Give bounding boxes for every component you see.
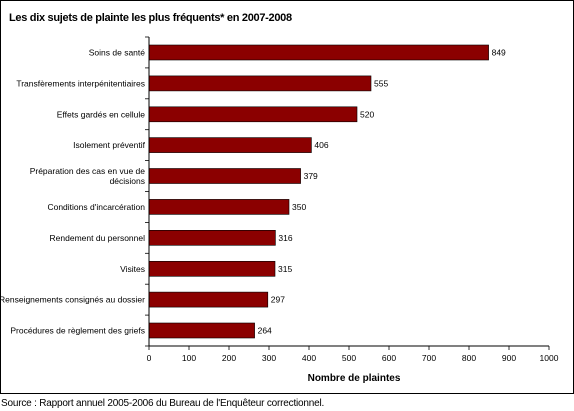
chart-frame: Les dix sujets de plainte les plus fréqu… [0, 0, 574, 394]
category-label-8-line-0: Renseignements consignés au dossier [0, 295, 145, 305]
value-label-2: 520 [360, 109, 374, 119]
bar-3 [148, 137, 312, 153]
x-tick-label-10: 1000 [540, 353, 559, 363]
category-label-0-line-0: Soins de santé [89, 48, 146, 58]
bar-5 [148, 199, 290, 215]
x-tick-label-2: 200 [222, 353, 236, 363]
category-label-4-line-1: décisions [110, 176, 145, 186]
x-tick-label-5: 500 [342, 353, 356, 363]
bar-4 [148, 168, 301, 184]
category-label-4-line-0: Préparation des cas en vue de [30, 166, 146, 176]
category-label-3-line-0: Isolement préventif [73, 140, 145, 150]
x-tick-label-1: 100 [182, 353, 196, 363]
bar-1 [148, 75, 372, 92]
x-tick-label-6: 600 [382, 353, 396, 363]
source-note: Source : Rapport annuel 2005-2006 du Bur… [1, 398, 325, 409]
value-label-3: 406 [314, 140, 328, 150]
x-axis-title: Nombre de plaintes [308, 373, 401, 384]
category-label-7-line-0: Visites [120, 264, 145, 274]
bar-7 [148, 260, 276, 277]
category-label-6: Rendement du personnel [50, 233, 146, 243]
value-label-0: 849 [492, 48, 506, 58]
bar-9 [148, 322, 255, 339]
category-label-5: Conditions d'incarcération [47, 202, 145, 212]
category-label-1-line-0: Transfèrements interpénitentiaires [16, 78, 145, 88]
x-tick-label-7: 700 [422, 353, 436, 363]
value-label-5: 350 [292, 202, 306, 212]
x-tick-label-3: 300 [262, 353, 276, 363]
value-label-7: 315 [278, 264, 292, 274]
value-label-8: 297 [271, 295, 285, 305]
category-label-8: Renseignements consignés au dossier [0, 295, 145, 305]
category-label-9-line-0: Procédures de règlement des griefs [10, 326, 145, 336]
category-label-6-line-0: Rendement du personnel [50, 233, 146, 243]
bar-2 [148, 106, 358, 123]
x-tick-label-0: 0 [147, 353, 152, 363]
category-label-4: Préparation des cas en vue de décisions [30, 166, 146, 186]
x-tick-label-9: 900 [502, 353, 516, 363]
chart-title: Les dix sujets de plainte les plus fréqu… [9, 12, 292, 24]
value-label-1: 555 [374, 78, 388, 88]
category-label-2-line-0: Effets gardés en cellule [57, 109, 145, 119]
value-label-9: 264 [258, 326, 272, 336]
category-label-5-line-0: Conditions d'incarcération [47, 202, 145, 212]
category-label-0: Soins de santé [89, 48, 146, 58]
bar-8 [148, 291, 269, 308]
x-tick-label-8: 800 [462, 353, 476, 363]
value-label-6: 316 [278, 233, 292, 243]
category-label-2: Effets gardés en cellule [57, 109, 145, 119]
category-label-1: Transfèrements interpénitentiaires [16, 78, 145, 88]
category-label-3: Isolement préventif [73, 140, 145, 150]
category-label-9: Procédures de règlement des griefs [10, 326, 145, 336]
bar-0 [148, 44, 489, 61]
bar-6 [148, 230, 276, 246]
category-label-7: Visites [120, 264, 145, 274]
value-label-4: 379 [304, 171, 318, 181]
x-tick-label-4: 400 [302, 353, 316, 363]
